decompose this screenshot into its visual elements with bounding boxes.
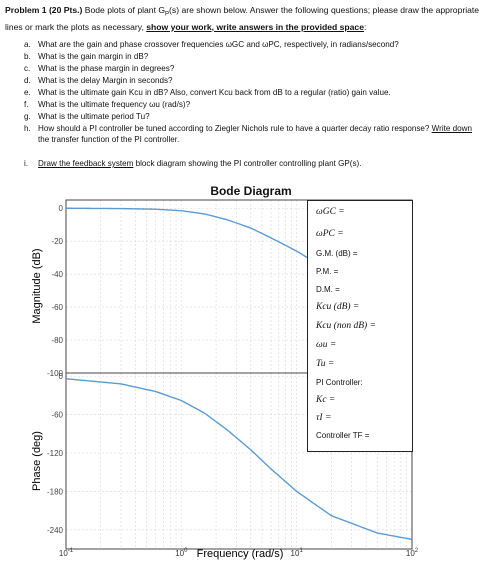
magnitude-tick-label: -80 <box>51 336 63 345</box>
answer-gm: G.M. (dB) = <box>316 249 358 258</box>
question-text: What is the ultimate period Tu? <box>38 112 150 121</box>
question-letter: h. <box>24 124 31 133</box>
question-text-after: block diagram showing the PI controller … <box>133 159 362 168</box>
frequency-tick-label: 102 <box>406 548 419 558</box>
phase-ylabel: Phase (deg) <box>31 431 43 491</box>
frequency-xlabel: Frequency (rad/s) <box>197 548 284 560</box>
phase-tick-label: -240 <box>47 526 64 535</box>
question-underlined: Write down <box>431 124 473 133</box>
problem-label: Problem 1 (20 Pts.) <box>5 5 83 15</box>
question-f: f. What is the ultimate frequency ωu (rad… <box>24 99 191 110</box>
answer-kcu-ratio: Kcu (non dB) = <box>316 321 376 331</box>
phase-tick-label: -120 <box>47 449 64 458</box>
answer-pm: P.M. = <box>316 267 339 276</box>
question-letter: c. <box>24 64 31 73</box>
phase-tick-labels: 0 -60 -120 -180 -240 <box>47 372 64 535</box>
answer-wu: ωu = <box>316 340 337 350</box>
question-letter: b. <box>24 52 31 61</box>
question-c: c. What is the phase margin in degrees? <box>24 63 175 74</box>
question-b: b. What is the gain margin in dB? <box>24 51 149 62</box>
answer-wgc: ωGC = <box>316 207 345 217</box>
question-text-after: the transfer function of the PI controll… <box>38 135 180 144</box>
emphasis-text: show your work, write answers in the pro… <box>146 21 364 32</box>
phase-tick-label: -60 <box>51 411 63 420</box>
answer-box <box>307 200 413 452</box>
magnitude-tick-label: -40 <box>51 270 63 279</box>
phase-axes-frame <box>65 372 413 550</box>
answer-ti: τI = <box>316 413 332 423</box>
intro-sub: P <box>165 11 170 18</box>
magnitude-tick-label: 0 <box>59 204 64 213</box>
question-a: a. What are the gain and phase crossover … <box>24 39 399 50</box>
answer-tu: Tu = <box>316 359 335 369</box>
question-text: What is the ultimate gain Kcu in dB? Als… <box>38 88 391 97</box>
answer-dm: D.M. = <box>316 285 340 294</box>
question-letter: i. <box>24 159 29 168</box>
problem-header: Problem 1 (20 Pts.) Bode plots of plant … <box>5 4 497 33</box>
answer-kc: Kc = <box>316 395 336 405</box>
answer-wpc: ωPC = <box>316 229 344 239</box>
question-text: What is the delay Margin in seconds? <box>38 76 173 85</box>
magnitude-tick-label: -20 <box>51 237 63 246</box>
magnitude-tick-label: -60 <box>51 303 63 312</box>
question-letter: d. <box>24 76 31 85</box>
magnitude-tick-label: -100 <box>47 369 64 378</box>
question-text: What are the gain and phase crossover fr… <box>38 40 399 49</box>
question-e: e. What is the ultimate gain Kcu in dB? A… <box>24 87 391 98</box>
magnitude-tick-labels: 0 -20 -40 -60 -80 -100 <box>47 204 64 378</box>
question-text: What is the ultimate frequency ωu (rad/s… <box>38 100 191 109</box>
phase-tick-label: 0 <box>59 372 64 381</box>
question-letter: g. <box>24 112 31 121</box>
bode-title: Bode Diagram <box>210 184 292 198</box>
question-h: h. How should a PI controller be tuned ac… <box>24 123 478 145</box>
frequency-tick-label: 10-1 <box>59 548 74 558</box>
question-underlined: Draw the feedback system <box>38 159 134 168</box>
phase-tick-label: -180 <box>47 487 64 496</box>
intro-text: Bode plots of plant G <box>82 5 166 15</box>
question-text: What is the phase margin in degrees? <box>38 64 175 73</box>
frequency-tick-label: 100 <box>175 548 188 558</box>
question-text: What is the gain margin in dB? <box>38 52 149 61</box>
question-g: g. What is the ultimate period Tu? <box>24 111 150 122</box>
answer-pi-label: PI Controller: <box>316 378 363 387</box>
phase-curve <box>65 378 413 541</box>
question-i: i. Draw the feedback system block diagram… <box>24 158 362 169</box>
magnitude-ylabel: Magnitude (dB) <box>31 248 43 323</box>
frequency-tick-labels: 10-1 100 101 102 <box>59 548 419 558</box>
answer-controller-tf: Controller TF = <box>316 431 370 440</box>
question-d: d. What is the delay Margin in seconds? <box>24 75 173 86</box>
question-letter: e. <box>24 88 31 97</box>
question-text: How should a PI controller be tuned acco… <box>38 124 432 133</box>
question-letter: a. <box>24 40 31 49</box>
frequency-tick-label: 101 <box>291 548 304 558</box>
answer-kcu-db: Kcu (dB) = <box>316 302 360 312</box>
header-end: : <box>364 21 367 32</box>
intro-rest: (s) are shown below. Answer the followin… <box>5 5 480 32</box>
question-letter: f. <box>24 100 29 109</box>
